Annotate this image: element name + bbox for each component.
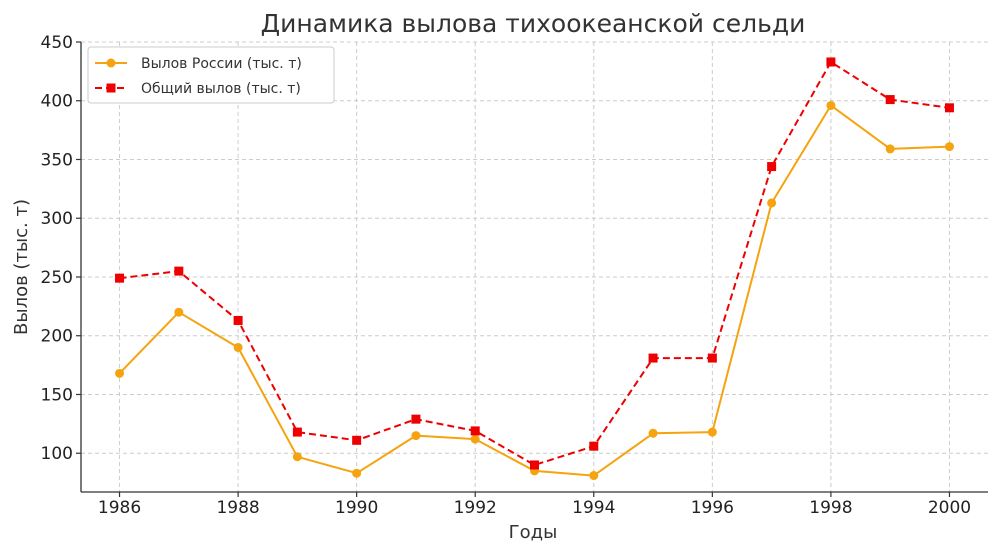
legend-marker [106, 83, 116, 93]
series-1-point [174, 307, 184, 317]
legend-item-1: Вылов России (тыс. т) [95, 56, 302, 72]
series-2-point [767, 162, 777, 172]
x-tick-label: 2000 [928, 498, 971, 518]
x-axis-label: Годы [509, 522, 558, 543]
legend-label: Общий вылов (тыс. т) [141, 81, 301, 97]
series-2-line [119, 61, 950, 466]
y-tick-label: 100 [41, 444, 73, 464]
legend-marker [106, 58, 116, 68]
y-tick-label: 200 [41, 327, 73, 347]
y-tick-label: 350 [41, 150, 73, 170]
series-1-point [589, 471, 599, 481]
series-1-point [352, 468, 362, 478]
series-1-line [118, 104, 950, 477]
x-tick-label: 1986 [98, 498, 141, 518]
series-2-point [707, 353, 717, 363]
y-tick-label: 150 [41, 385, 73, 405]
legend-item-2: Общий вылов (тыс. т) [95, 81, 301, 97]
legend: Вылов России (тыс. т) Общий вылов (тыс. т… [87, 46, 335, 104]
series-1-point [767, 198, 777, 208]
grid [81, 41, 988, 492]
series-1-point [115, 368, 125, 378]
series-2-point [115, 273, 125, 283]
series-2-point [648, 353, 658, 363]
ticks: 100 150 200 250 300 350 400 450 1986 1988 1990 1992… [41, 33, 972, 518]
series-1-point [707, 427, 717, 437]
axes [80, 42, 988, 493]
x-tick-label: 1996 [691, 498, 734, 518]
series-2 [115, 57, 954, 470]
series-1-point [411, 431, 421, 441]
y-axis-label: Вылов (тыс. т) [11, 199, 32, 335]
legend-box [87, 46, 335, 104]
y-tick-label: 400 [41, 92, 73, 112]
series-2-point [589, 441, 599, 451]
series-2-point [352, 435, 362, 445]
series-2-point [944, 103, 954, 113]
x-tick-label: 1992 [454, 498, 497, 518]
series-1-point [470, 434, 480, 444]
series-2-point [470, 426, 480, 436]
series-1 [115, 100, 954, 481]
x-tick-label: 1994 [572, 498, 615, 518]
series-1-point [826, 100, 836, 110]
y-tick-label: 450 [41, 33, 73, 53]
series-2-point [411, 414, 421, 424]
series-1-point [885, 144, 895, 154]
x-tick-label: 1988 [216, 498, 259, 518]
x-tick-label: 1990 [335, 498, 378, 518]
x-tick-label: 1998 [809, 498, 852, 518]
series [115, 57, 954, 481]
series-1-point [944, 142, 954, 152]
series-2-point [174, 266, 184, 276]
y-tick-label: 250 [41, 268, 73, 288]
series-1-point [233, 342, 243, 352]
y-tick-label: 300 [41, 209, 73, 229]
series-2-point [826, 57, 836, 67]
legend-label: Вылов России (тыс. т) [141, 56, 302, 72]
series-2-point [885, 95, 895, 105]
series-2-point [530, 460, 539, 470]
series-1-point [648, 428, 658, 438]
series-2-point [292, 427, 302, 437]
series-2-point [233, 315, 243, 325]
series-1-point [292, 452, 302, 462]
chart-title: Динамика вылова тихоокеанской сельди [261, 9, 806, 38]
